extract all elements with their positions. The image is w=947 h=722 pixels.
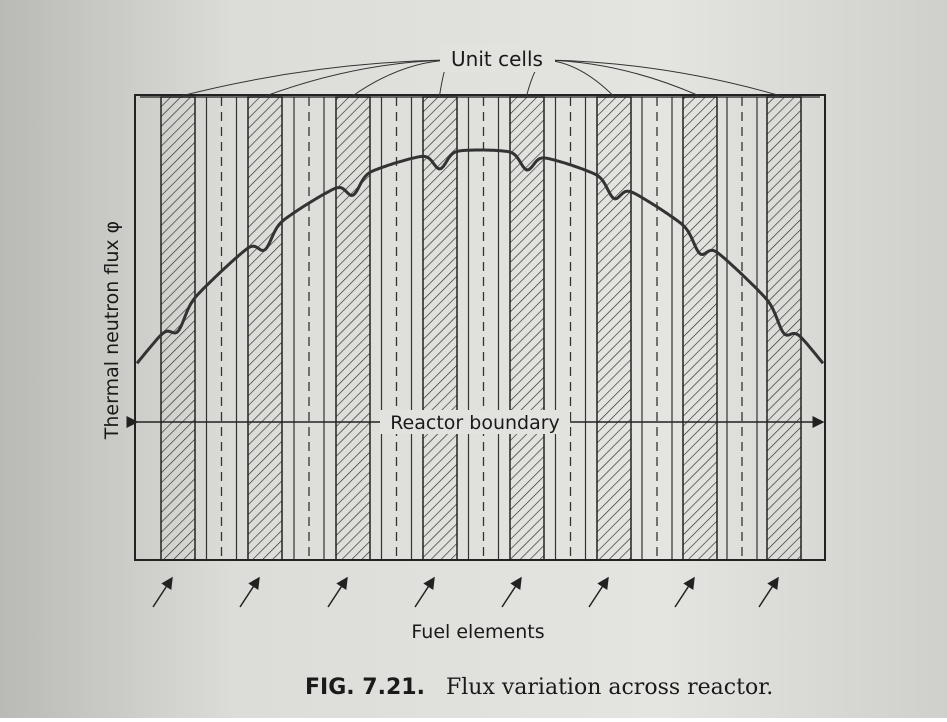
unit-cells-label: Unit cells	[451, 47, 543, 71]
fuel-element	[161, 97, 195, 560]
y-axis-label: Thermal neutron flux φ	[101, 221, 123, 440]
page: Reactor boundary Unit cells Thermal neut…	[0, 0, 947, 718]
fuel-element	[767, 97, 801, 560]
caption-number: FIG. 7.21.	[305, 675, 425, 700]
fuel-element	[336, 97, 370, 560]
fuel-element	[683, 97, 717, 560]
caption-text: Flux variation across reactor.	[446, 675, 773, 700]
fuel-label: Fuel elements	[411, 621, 544, 643]
boundary-label: Reactor boundary	[390, 412, 560, 434]
figure: Reactor boundary Unit cells Thermal neut…	[0, 0, 947, 718]
fuel-element	[248, 97, 282, 560]
fuel-element	[510, 97, 544, 560]
fuel-element	[597, 97, 631, 560]
fuel-element	[423, 97, 457, 560]
